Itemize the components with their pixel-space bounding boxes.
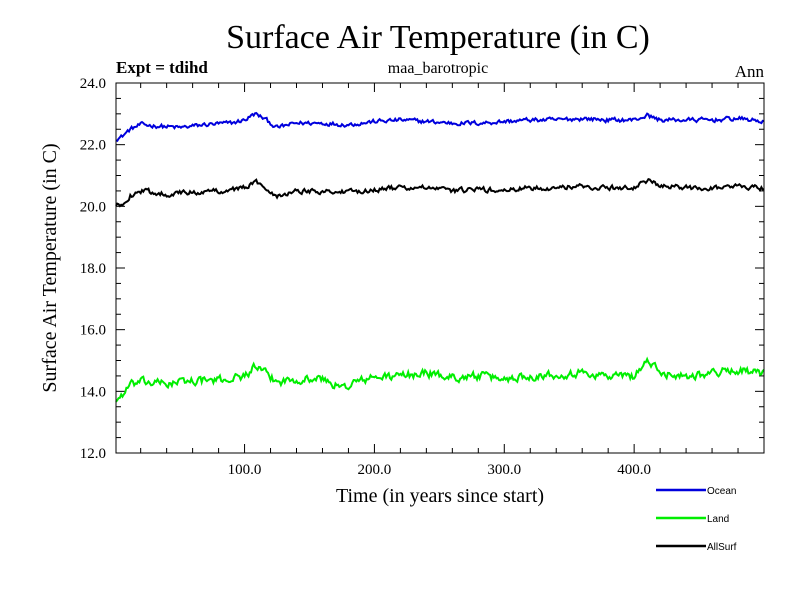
- x-tick-label: 400.0: [617, 462, 651, 478]
- axis-ticks: 100.0 200.0 300.0 400.0 12.0 14.0 16.0 18.0 20.0…: [80, 76, 764, 478]
- series-line-ocean: [115, 111, 765, 142]
- period-label: Ann: [735, 62, 765, 81]
- x-tick-label: 200.0: [358, 462, 392, 478]
- plot-frame: [115, 82, 765, 454]
- x-axis-label: Time (in years since start): [336, 485, 544, 507]
- y-tick-label: 22.0: [80, 138, 106, 154]
- y-tick-label: 20.0: [80, 199, 106, 215]
- y-tick-label: 24.0: [80, 76, 106, 92]
- series-line-allsurf: [115, 177, 765, 208]
- legend-label-ocean: Ocean: [707, 486, 736, 497]
- series-lines: [115, 111, 765, 403]
- y-tick-label: 12.0: [80, 446, 106, 462]
- x-tick-label: 100.0: [228, 462, 262, 478]
- y-axis-label: Surface Air Temperature (in C): [39, 143, 61, 392]
- legend-label-allsurf: AllSurf: [707, 542, 737, 553]
- experiment-label: Expt = tdihd: [116, 58, 208, 77]
- x-tick-label: 300.0: [487, 462, 521, 478]
- y-tick-label: 16.0: [80, 323, 106, 339]
- chart-title: Surface Air Temperature (in C): [226, 19, 650, 56]
- y-tick-label: 14.0: [80, 384, 106, 400]
- model-label: maa_barotropic: [388, 60, 488, 77]
- legend: Ocean Land AllSurf: [656, 486, 737, 553]
- series-line-land: [115, 356, 765, 403]
- legend-label-land: Land: [707, 514, 729, 525]
- y-tick-label: 18.0: [80, 261, 106, 277]
